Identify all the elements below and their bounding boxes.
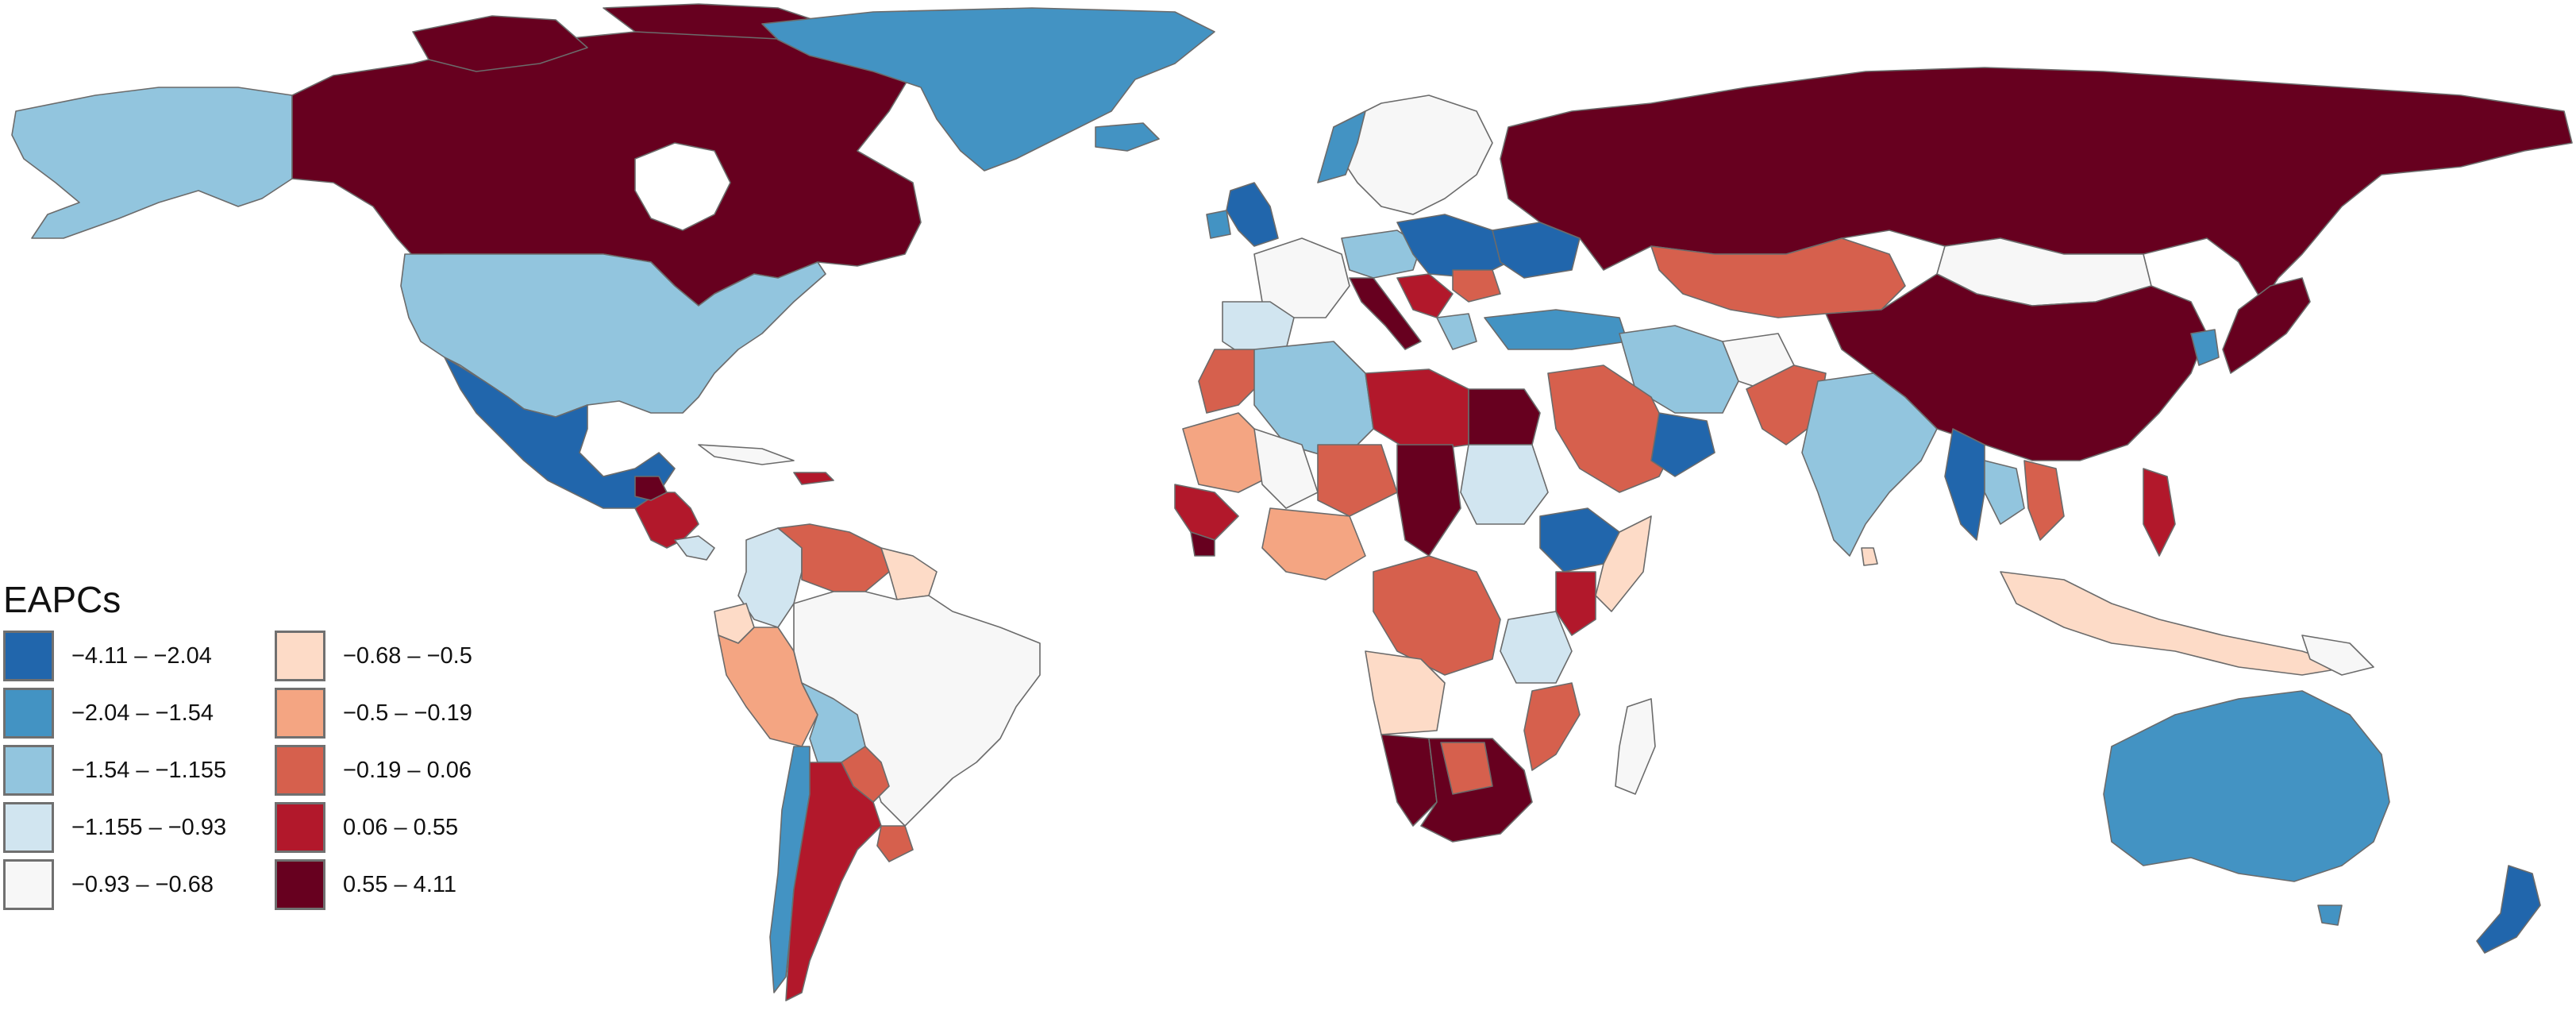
region-italy [1349, 277, 1422, 350]
legend-item: −0.68 – −0.5 [275, 627, 472, 685]
legend-swatch [275, 802, 325, 853]
region-egypt [1468, 388, 1541, 446]
legend-item: 0.06 – 0.55 [275, 799, 472, 856]
region-nigeria-area [1261, 507, 1366, 580]
region-libya [1365, 368, 1469, 453]
region-thailand [1984, 460, 2025, 525]
legend-label: 0.55 – 4.11 [343, 871, 456, 897]
region-yemen-oman [1650, 412, 1715, 477]
legend-item: −2.04 – −1.54 [3, 685, 226, 742]
region-namibia [1380, 734, 1438, 827]
region-papua [2301, 634, 2374, 676]
region-new-zealand [2476, 865, 2541, 954]
legend-label: −1.54 – −1.155 [71, 757, 227, 783]
region-iceland [1095, 122, 1160, 152]
legend-label: −1.155 – −0.93 [71, 814, 227, 840]
legend-swatch [3, 745, 54, 796]
region-korea [2190, 329, 2220, 366]
legend-item: −0.19 – 0.06 [275, 742, 472, 799]
region-madagascar [1615, 698, 1656, 795]
region-sudan [1460, 444, 1549, 525]
region-uk [1226, 182, 1279, 247]
legend-swatch [3, 859, 54, 910]
legend-item: −1.155 – −0.93 [3, 799, 226, 856]
region-guianas [880, 547, 938, 600]
region-vietnam [2023, 460, 2065, 541]
legend-swatch [3, 802, 54, 853]
region-germany-poland [1341, 230, 1422, 279]
legend: EAPCs −4.11 – −2.04 −2.04 – −1.54 −1.54 … [0, 578, 556, 912]
region-usa [400, 253, 826, 418]
region-botswana [1440, 742, 1493, 795]
region-mexico [444, 357, 676, 509]
legend-swatch [3, 631, 54, 681]
region-tanzania [1500, 611, 1573, 684]
region-mozambique [1523, 682, 1581, 771]
legend-swatch [275, 745, 325, 796]
region-ireland [1206, 210, 1231, 239]
region-chad [1396, 444, 1461, 557]
region-norway-coast [1317, 110, 1366, 183]
legend-item: −0.5 – −0.19 [275, 685, 472, 742]
legend-column-left: −4.11 – −2.04 −2.04 – −1.54 −1.54 – −1.1… [3, 627, 226, 913]
legend-swatch [3, 688, 54, 739]
legend-item: 0.55 – 4.11 [275, 856, 472, 913]
region-kenya [1555, 571, 1596, 636]
legend-label: −0.19 – 0.06 [343, 757, 472, 783]
region-cuba [698, 444, 795, 465]
region-argentina [785, 762, 882, 1001]
region-romania [1452, 269, 1501, 303]
region-west-africa-coast [1174, 484, 1239, 541]
region-indonesia [2000, 571, 2351, 676]
legend-column-right: −0.68 – −0.5 −0.5 – −0.19 −0.19 – 0.06 0… [275, 627, 472, 913]
region-balkans [1396, 273, 1454, 318]
region-guatemala [634, 476, 668, 501]
region-central-africa [1373, 555, 1501, 676]
region-myanmar [1944, 428, 1985, 541]
region-india [1801, 372, 1938, 557]
region-tasmania [2317, 904, 2343, 926]
region-greenland [761, 7, 1215, 172]
legend-label: −0.93 – −0.68 [71, 871, 214, 897]
legend-swatch [275, 631, 325, 681]
region-hudson-bay [634, 142, 731, 231]
region-japan [2222, 277, 2311, 374]
region-turkey [1484, 309, 1628, 350]
region-scandinavia [1333, 94, 1493, 215]
region-liberia [1190, 531, 1215, 557]
region-saudi [1547, 364, 1676, 493]
region-hispaniola [793, 472, 834, 485]
legend-item: −0.93 – −0.68 [3, 856, 226, 913]
region-niger [1317, 444, 1398, 517]
region-alaska [11, 87, 293, 239]
region-greece [1436, 313, 1477, 350]
legend-label: −0.68 – −0.5 [343, 642, 472, 669]
legend-item: −1.54 – −1.155 [3, 742, 226, 799]
region-panama [674, 535, 715, 561]
region-angola [1365, 650, 1446, 735]
legend-label: −4.11 – −2.04 [71, 642, 212, 669]
region-venezuela [777, 523, 890, 592]
region-australia [2103, 690, 2390, 882]
legend-label: −2.04 – −1.54 [71, 700, 214, 726]
legend-title: EAPCs [3, 579, 121, 620]
legend-item: −4.11 – −2.04 [3, 627, 226, 685]
region-somalia [1595, 515, 1652, 612]
legend-label: 0.06 – 0.55 [343, 814, 459, 840]
region-sri-lanka [1861, 547, 1878, 566]
region-mali [1253, 428, 1319, 509]
legend-label: −0.5 – −0.19 [343, 700, 472, 726]
legend-swatch [275, 688, 325, 739]
region-uruguay [876, 825, 914, 862]
legend-swatch [275, 859, 325, 910]
region-philippines [2143, 468, 2176, 557]
